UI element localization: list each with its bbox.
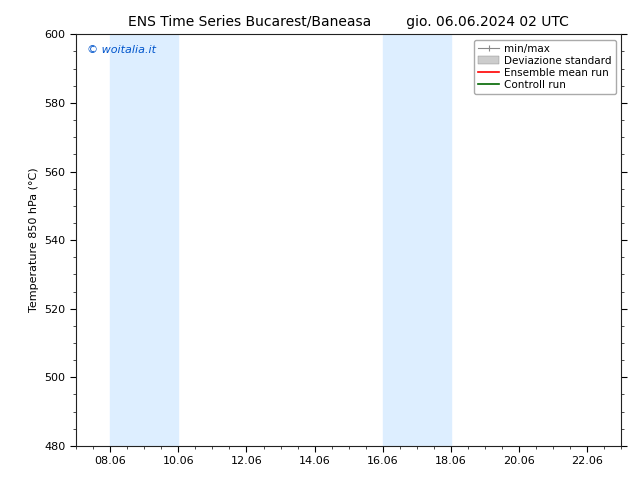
Bar <box>383 34 451 446</box>
Text: © woitalia.it: © woitalia.it <box>87 45 156 54</box>
Legend: min/max, Deviazione standard, Ensemble mean run, Controll run: min/max, Deviazione standard, Ensemble m… <box>474 40 616 94</box>
Bar <box>110 34 178 446</box>
Y-axis label: Temperature 850 hPa (°C): Temperature 850 hPa (°C) <box>29 168 39 313</box>
Title: ENS Time Series Bucarest/Baneasa        gio. 06.06.2024 02 UTC: ENS Time Series Bucarest/Baneasa gio. 06… <box>128 15 569 29</box>
